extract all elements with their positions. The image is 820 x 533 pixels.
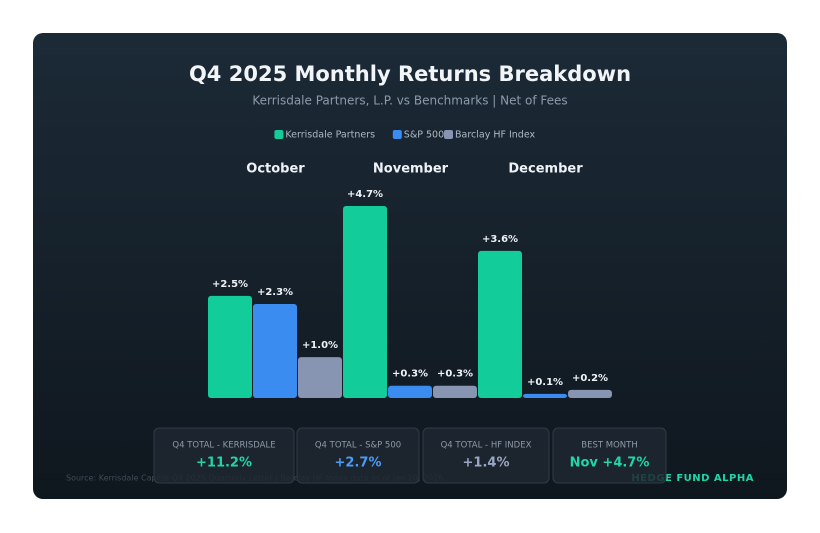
bar <box>433 385 477 398</box>
legend-label: S&P 500 <box>404 130 444 141</box>
bar <box>343 206 387 398</box>
value-label: +0.3% <box>392 369 428 380</box>
summary-label: Q4 TOTAL - S&P 500 <box>315 441 401 451</box>
legend-swatch <box>274 130 284 139</box>
bar <box>478 250 522 398</box>
bar <box>388 385 432 398</box>
summary-label: Q4 TOTAL - KERRISDALE <box>172 441 275 451</box>
brand: HEDGE FUND ALPHA <box>631 473 754 484</box>
summary-value: +1.4% <box>463 456 510 471</box>
bar <box>208 295 252 398</box>
summary-label: BEST MONTH <box>581 441 637 451</box>
summary-box <box>552 427 667 484</box>
summary-value: +11.2% <box>196 456 252 471</box>
value-label: +4.7% <box>347 189 383 200</box>
chart-title: Q4 2025 Monthly Returns Breakdown <box>189 62 631 86</box>
category-label: November <box>373 162 449 177</box>
category-label: December <box>508 162 583 177</box>
value-label: +0.2% <box>572 373 608 384</box>
legend-swatch <box>444 130 453 139</box>
category-label: October <box>246 162 305 177</box>
value-label: +3.6% <box>482 234 518 245</box>
legend-swatch <box>392 130 402 139</box>
value-label: +0.3% <box>437 369 473 380</box>
summary-value: +2.7% <box>335 456 382 471</box>
value-label: +2.5% <box>212 279 248 290</box>
bar <box>253 304 297 398</box>
chart-subtitle: Kerrisdale Partners, L.P. vs Benchmarks … <box>252 94 567 108</box>
summary-value: Nov +4.7% <box>570 456 650 471</box>
legend-label: Kerrisdale Partners <box>285 130 375 141</box>
bar <box>298 357 342 398</box>
summary-box <box>422 427 550 484</box>
summary-label: Q4 TOTAL - HF INDEX <box>441 441 532 451</box>
summary-box <box>153 427 295 484</box>
legend-label: Barclay HF Index <box>455 130 536 141</box>
value-label: +1.0% <box>302 340 338 351</box>
value-label: +0.1% <box>527 377 563 388</box>
bar <box>568 389 612 398</box>
value-label: +2.3% <box>257 287 293 298</box>
summary-box <box>296 427 420 484</box>
bar <box>523 393 567 398</box>
